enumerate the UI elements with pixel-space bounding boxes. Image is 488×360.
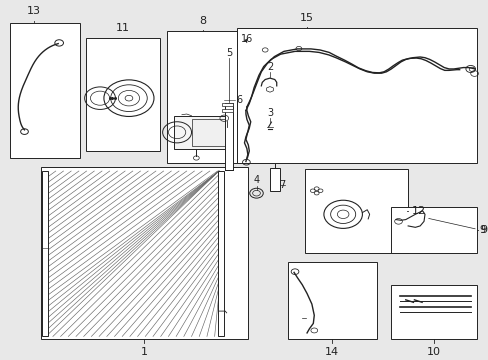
- Bar: [173, 116, 230, 149]
- Text: 11: 11: [116, 23, 130, 33]
- Bar: [167, 31, 237, 163]
- Bar: [222, 109, 233, 112]
- Bar: [41, 167, 247, 339]
- Bar: [42, 171, 48, 337]
- Text: 8: 8: [199, 16, 206, 26]
- Text: 9: 9: [479, 225, 486, 235]
- Text: 12: 12: [411, 206, 425, 216]
- Text: 15: 15: [300, 13, 313, 23]
- Bar: [191, 119, 227, 146]
- Text: 1: 1: [141, 347, 147, 357]
- Bar: [390, 285, 476, 339]
- Bar: [225, 103, 232, 170]
- Text: 3: 3: [266, 108, 272, 117]
- Text: 13: 13: [27, 6, 41, 16]
- Bar: [304, 168, 407, 253]
- Bar: [10, 23, 80, 158]
- Text: 16: 16: [241, 34, 253, 44]
- Bar: [222, 103, 233, 106]
- Text: 5: 5: [225, 48, 232, 58]
- Text: 6: 6: [236, 95, 242, 105]
- Bar: [390, 207, 476, 253]
- Text: 4: 4: [253, 175, 259, 185]
- Text: 10: 10: [426, 347, 440, 357]
- Text: 2: 2: [266, 62, 273, 72]
- Bar: [237, 28, 476, 163]
- Text: 7: 7: [279, 180, 285, 190]
- Bar: [269, 168, 279, 191]
- Bar: [85, 39, 160, 151]
- Bar: [287, 262, 376, 339]
- Text: 9: 9: [479, 225, 485, 235]
- Text: 14: 14: [325, 347, 339, 357]
- Bar: [218, 171, 224, 337]
